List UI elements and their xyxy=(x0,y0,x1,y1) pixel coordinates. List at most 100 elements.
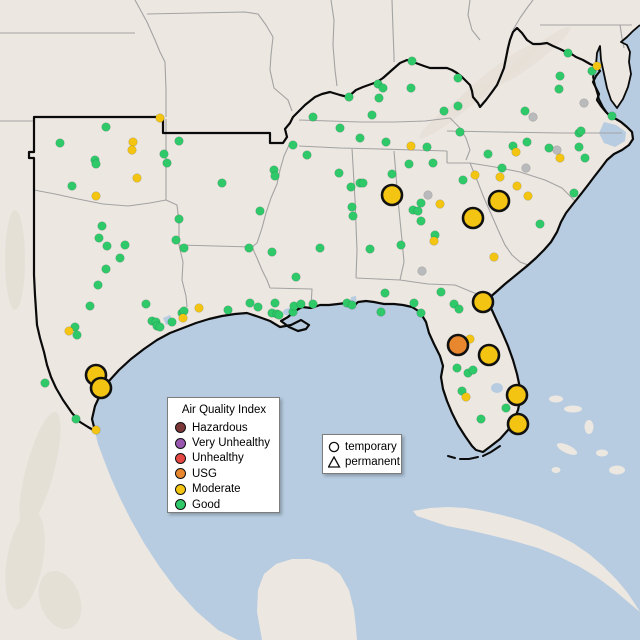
station-marker-small xyxy=(348,211,358,221)
station-marker-small xyxy=(223,305,233,315)
station-marker-small xyxy=(461,392,471,402)
aqi-legend-label: Unhealthy xyxy=(192,452,244,465)
station-marker-small xyxy=(335,123,345,133)
station-marker-small xyxy=(528,112,538,122)
station-marker-small xyxy=(483,149,493,159)
station-marker-small xyxy=(376,307,386,317)
marker-type-item: permanent xyxy=(328,455,400,471)
station-marker-small xyxy=(436,287,446,297)
aqi-legend-item: Moderate xyxy=(175,482,273,497)
station-marker-small xyxy=(521,163,531,173)
station-marker-small xyxy=(141,299,151,309)
station-marker-small xyxy=(520,106,530,116)
station-marker-small xyxy=(453,101,463,111)
station-marker-large-temporary xyxy=(505,383,529,407)
station-marker-small xyxy=(267,247,277,257)
station-marker-small xyxy=(555,153,565,163)
station-marker-small xyxy=(91,159,101,169)
station-marker-small xyxy=(355,133,365,143)
aqi-color-swatch xyxy=(175,468,186,480)
station-marker-small xyxy=(217,178,227,188)
station-marker-small xyxy=(155,322,165,332)
station-marker-small xyxy=(535,219,545,229)
station-marker-small xyxy=(435,199,445,209)
station-marker-small xyxy=(365,244,375,254)
station-marker-small xyxy=(174,214,184,224)
station-marker-small xyxy=(179,243,189,253)
station-marker-small xyxy=(194,303,204,313)
station-marker-small xyxy=(468,365,478,375)
station-marker-small xyxy=(334,168,344,178)
station-marker-small xyxy=(416,216,426,226)
station-marker-small xyxy=(555,71,565,81)
station-marker-small xyxy=(72,330,82,340)
islands xyxy=(257,395,640,640)
aqi-legend-title: Air Quality Index xyxy=(181,404,267,416)
station-marker-small xyxy=(380,288,390,298)
station-marker-large-temporary xyxy=(471,290,495,314)
bahamas-island xyxy=(584,420,594,434)
station-marker-small xyxy=(544,143,554,153)
station-marker-small xyxy=(291,272,301,282)
marker-type-label: permanent xyxy=(345,456,400,469)
aqi-legend-item: Very Unhealthy xyxy=(175,435,273,450)
station-marker-small xyxy=(592,61,602,71)
station-marker-small xyxy=(417,266,427,276)
station-marker-small xyxy=(454,304,464,314)
station-marker-small xyxy=(404,159,414,169)
station-marker-small xyxy=(132,173,142,183)
station-marker-small xyxy=(574,142,584,152)
station-marker-small xyxy=(85,301,95,311)
station-marker-small xyxy=(607,111,617,121)
station-marker-small xyxy=(274,310,284,320)
station-marker-small xyxy=(495,172,505,182)
station-marker-small xyxy=(455,127,465,137)
station-marker-small xyxy=(55,138,65,148)
station-marker-small xyxy=(127,145,137,155)
station-marker-small xyxy=(102,241,112,251)
station-marker-small xyxy=(64,326,74,336)
station-marker-small xyxy=(308,112,318,122)
station-marker-small xyxy=(367,110,377,120)
station-marker-small xyxy=(512,181,522,191)
station-marker-small xyxy=(439,106,449,116)
station-marker-small xyxy=(253,302,263,312)
station-marker-small xyxy=(120,240,130,250)
station-marker-small xyxy=(358,178,368,188)
temporary-circle-icon xyxy=(328,441,340,452)
station-marker-small xyxy=(178,313,188,323)
bahamas-island xyxy=(609,465,625,475)
station-marker-small xyxy=(452,363,462,373)
aqi-color-swatch xyxy=(175,483,186,495)
station-marker-small xyxy=(94,233,104,243)
station-marker-large-temporary xyxy=(461,206,485,230)
station-marker-small xyxy=(244,243,254,253)
aqi-legend-item: Good xyxy=(175,497,273,512)
station-marker-small xyxy=(346,182,356,192)
station-marker-small xyxy=(453,73,463,83)
station-marker-small xyxy=(270,171,280,181)
station-marker-small xyxy=(511,147,521,157)
aqi-legend: Air Quality Index Hazardous Very Unhealth… xyxy=(167,397,280,513)
station-marker-small xyxy=(296,299,306,309)
station-marker-small xyxy=(416,308,426,318)
aqi-legend-item: Hazardous xyxy=(175,420,273,435)
station-marker-small xyxy=(115,253,125,263)
station-marker-small xyxy=(97,221,107,231)
station-marker-small xyxy=(91,191,101,201)
station-marker-small xyxy=(174,136,184,146)
station-marker-small xyxy=(308,299,318,309)
station-marker-small xyxy=(40,378,50,388)
station-marker-small xyxy=(67,181,77,191)
station-marker-small xyxy=(315,243,325,253)
station-marker-small xyxy=(423,190,433,200)
station-marker-large-temporary xyxy=(380,183,404,207)
station-marker-small xyxy=(344,92,354,102)
station-marker-small xyxy=(347,300,357,310)
station-markers xyxy=(40,48,617,436)
station-marker-small xyxy=(387,169,397,179)
aqi-legend-label: Moderate xyxy=(192,483,241,496)
station-marker-small xyxy=(245,298,255,308)
station-marker-small xyxy=(406,83,416,93)
